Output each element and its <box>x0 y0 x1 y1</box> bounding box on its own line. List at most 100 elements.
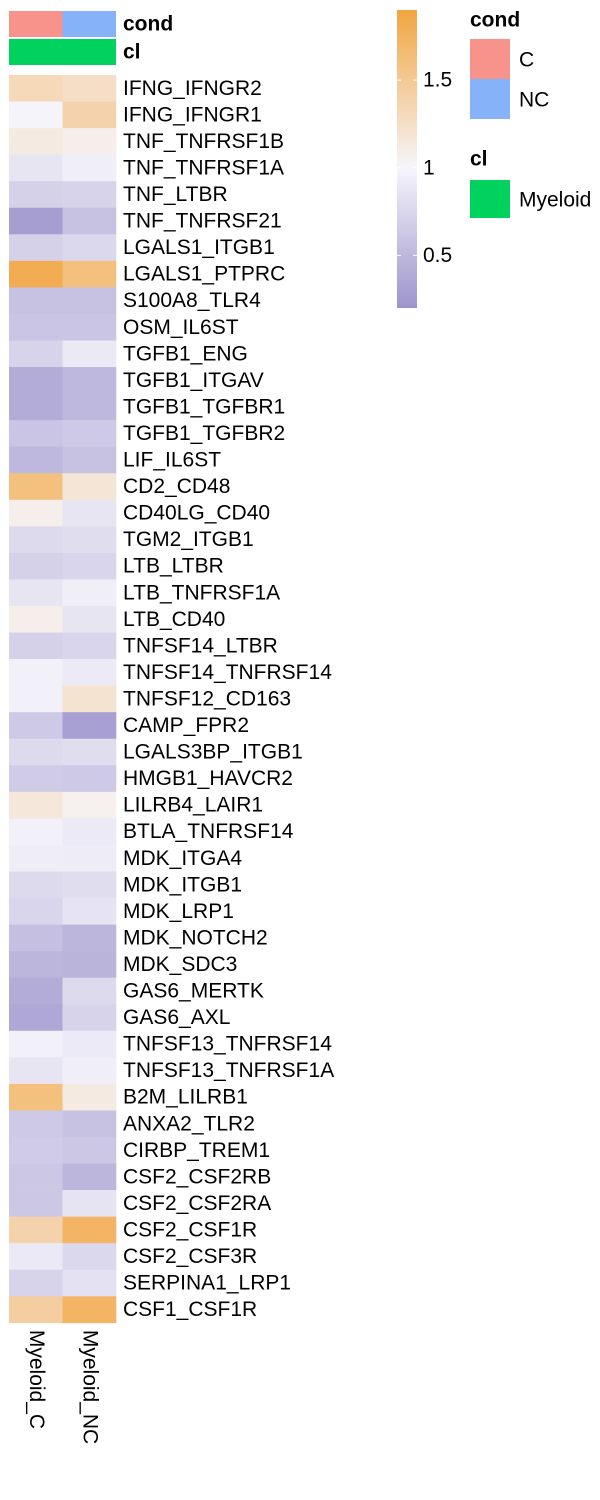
heatmap-cell <box>9 1216 63 1244</box>
row-label: CSF2_CSF2RA <box>123 1192 271 1215</box>
heatmap-cell <box>9 685 63 713</box>
heatmap-cell <box>9 818 63 846</box>
heatmap-cell <box>9 340 63 368</box>
heatmap-cell <box>62 818 117 846</box>
heatmap-cell <box>62 765 117 793</box>
row-label: IFNG_IFNGR2 <box>123 77 262 100</box>
heatmap-cell <box>62 1083 117 1111</box>
heatmap-cell <box>9 473 63 501</box>
heatmap-cell <box>62 844 117 872</box>
row-label: BTLA_TNFRSF14 <box>123 820 294 843</box>
heatmap-cell <box>9 1083 63 1111</box>
legend-title-cond: cond <box>470 9 520 32</box>
row-label: ANXA2_TLR2 <box>123 1112 255 1135</box>
heatmap-cell <box>9 1163 63 1191</box>
row-label: LGALS1_PTPRC <box>123 263 285 286</box>
row-label: TNFSF14_LTBR <box>123 634 278 657</box>
heatmap-cell <box>9 393 63 421</box>
heatmap-cell <box>9 234 63 262</box>
heatmap-cell <box>62 1216 117 1244</box>
row-label: S100A8_TLR4 <box>123 289 261 312</box>
heatmap-cell <box>9 1110 63 1138</box>
heatmap-cell <box>62 499 117 527</box>
row-label: B2M_LILRB1 <box>123 1086 248 1109</box>
heatmap-cell <box>9 791 63 819</box>
heatmap-cell <box>62 260 117 288</box>
heatmap-cell <box>62 659 117 686</box>
row-label: TNF_LTBR <box>123 183 228 206</box>
heatmap-cell <box>9 1030 63 1058</box>
heatmap-cell <box>62 313 117 341</box>
row-label: HMGB1_HAVCR2 <box>123 767 293 790</box>
heatmap-cell <box>9 1057 63 1085</box>
heatmap-cell <box>62 75 117 102</box>
row-label: GAS6_AXL <box>123 1006 230 1029</box>
row-label: CSF1_CSF1R <box>123 1298 257 1321</box>
heatmap-cell <box>9 260 63 288</box>
heatmap-cell <box>62 393 117 421</box>
row-label: OSM_IL6ST <box>123 316 239 339</box>
color-scale-tick-label: 1.5 <box>423 69 452 92</box>
column-label: Myeloid_C <box>25 1330 48 1429</box>
heatmap-cell <box>62 552 117 580</box>
row-label: TNFSF13_TNFRSF14 <box>123 1033 332 1056</box>
row-label: GAS6_MERTK <box>123 980 264 1003</box>
heatmap-cell <box>62 977 117 1005</box>
heatmap-cell <box>62 951 117 978</box>
row-label: TNFSF13_TNFRSF1A <box>123 1059 334 1082</box>
heatmap-cell <box>62 1269 117 1297</box>
row-label: TGFB1_ENG <box>123 342 248 365</box>
heatmap-cell <box>62 712 117 740</box>
color-scale-tick-label: 1 <box>423 156 435 179</box>
heatmap-cell <box>62 128 117 155</box>
row-label: TGM2_ITGB1 <box>123 528 254 551</box>
row-label: CSF2_CSF2RB <box>123 1165 271 1188</box>
row-label: CAMP_FPR2 <box>123 714 249 737</box>
heatmap-cell <box>62 234 117 262</box>
color-scale-tick-label: 0.5 <box>423 244 452 267</box>
heatmap-cell <box>9 446 63 474</box>
color-scale-bar <box>397 10 417 308</box>
heatmap-cell <box>62 685 117 713</box>
row-label: TGFB1_TGFBR1 <box>123 395 285 418</box>
heatmap-cell <box>9 128 63 155</box>
annotation-label-cl: cl <box>123 41 141 64</box>
heatmap-cell <box>9 1190 63 1217</box>
heatmap-cell <box>9 712 63 740</box>
row-label: LTB_LTBR <box>123 555 224 578</box>
heatmap-cell <box>9 420 63 447</box>
legend-label-Myeloid: Myeloid <box>519 189 591 212</box>
row-label: LGALS3BP_ITGB1 <box>123 741 303 764</box>
heatmap-cell <box>62 1190 117 1217</box>
heatmap-cell <box>62 924 117 952</box>
legend-swatch-Myeloid <box>470 180 510 218</box>
legend-title-cl: cl <box>470 148 488 171</box>
heatmap-cell <box>9 659 63 686</box>
row-label: MDK_ITGB1 <box>123 873 242 896</box>
heatmap-cell <box>9 844 63 872</box>
heatmap-cell <box>62 1030 117 1058</box>
heatmap-cell <box>62 287 117 315</box>
row-label: LIF_IL6ST <box>123 449 221 472</box>
annotation-cell-cond-1 <box>62 11 116 37</box>
heatmap-cell <box>9 1269 63 1297</box>
heatmap-cell <box>9 632 63 660</box>
heatmap-cell <box>9 1243 63 1271</box>
row-label: CSF2_CSF3R <box>123 1245 257 1268</box>
heatmap-cell <box>9 313 63 341</box>
row-label: CSF2_CSF1R <box>123 1218 257 1241</box>
row-label: TNFSF14_TNFRSF14 <box>123 661 332 684</box>
heatmap-cell <box>9 287 63 315</box>
heatmap-cell <box>62 473 117 501</box>
heatmap-cell <box>9 207 63 235</box>
legend-swatch-NC <box>470 79 510 119</box>
heatmap-cell <box>9 924 63 952</box>
heatmap-cell <box>62 898 117 925</box>
heatmap-cell <box>62 154 117 182</box>
row-label: LILRB4_LAIR1 <box>123 794 263 817</box>
heatmap-cell <box>9 552 63 580</box>
heatmap-cell <box>9 951 63 978</box>
heatmap-cell <box>9 579 63 607</box>
heatmap-cell <box>9 154 63 182</box>
heatmap-cell <box>62 1296 117 1324</box>
